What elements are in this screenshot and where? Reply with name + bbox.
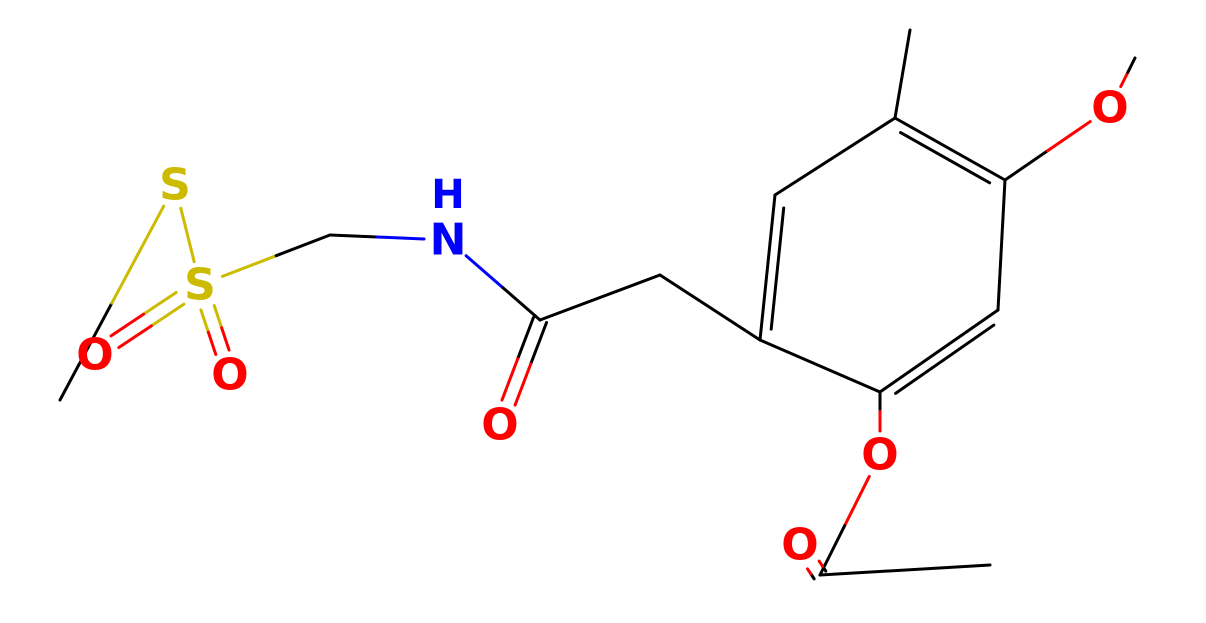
atom-label-o: O [211,350,248,401]
atom-label-s: S [184,260,216,311]
atom-label-o: O [481,400,518,451]
atom-label-o: O [861,430,898,481]
atom-label-h: H [431,172,464,218]
atom-label-s: S [159,160,191,211]
atom-label-o: O [1091,83,1128,134]
atom-label-o: O [76,330,113,381]
atom-label-n: N [430,215,467,266]
atom-label-o: O [781,520,818,571]
molecule-diagram: SSOONHOOOO [0,0,1206,623]
